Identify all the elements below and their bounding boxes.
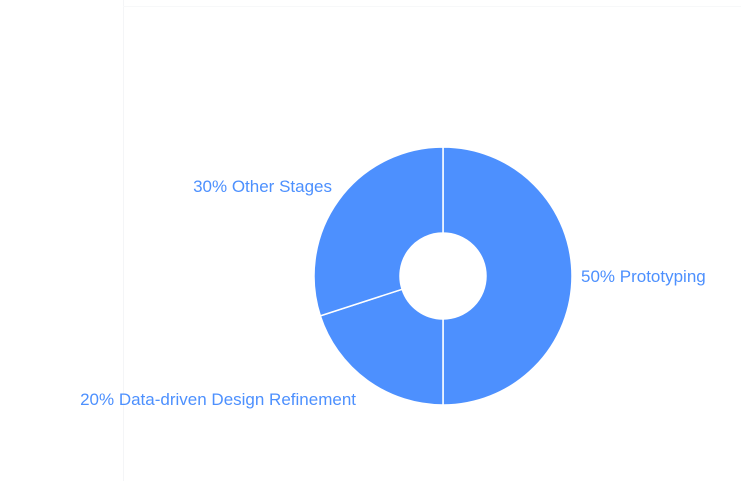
slice-label-prototyping: 50% Prototyping: [581, 267, 706, 286]
panel-divider: [123, 0, 124, 481]
slice-other-stages: [313, 146, 444, 317]
slice-prototyping: [442, 146, 573, 406]
slice-data-driven-design-refinement: [319, 288, 444, 406]
panel-top-border: [123, 6, 741, 7]
labels-group: 50% Prototyping 20% Data-driven Design R…: [80, 177, 706, 409]
slice-label-other-stages: 30% Other Stages: [193, 177, 332, 196]
slices-group: [313, 146, 573, 406]
slice-label-data-driven-design-refinement: 20% Data-driven Design Refinement: [80, 390, 356, 409]
